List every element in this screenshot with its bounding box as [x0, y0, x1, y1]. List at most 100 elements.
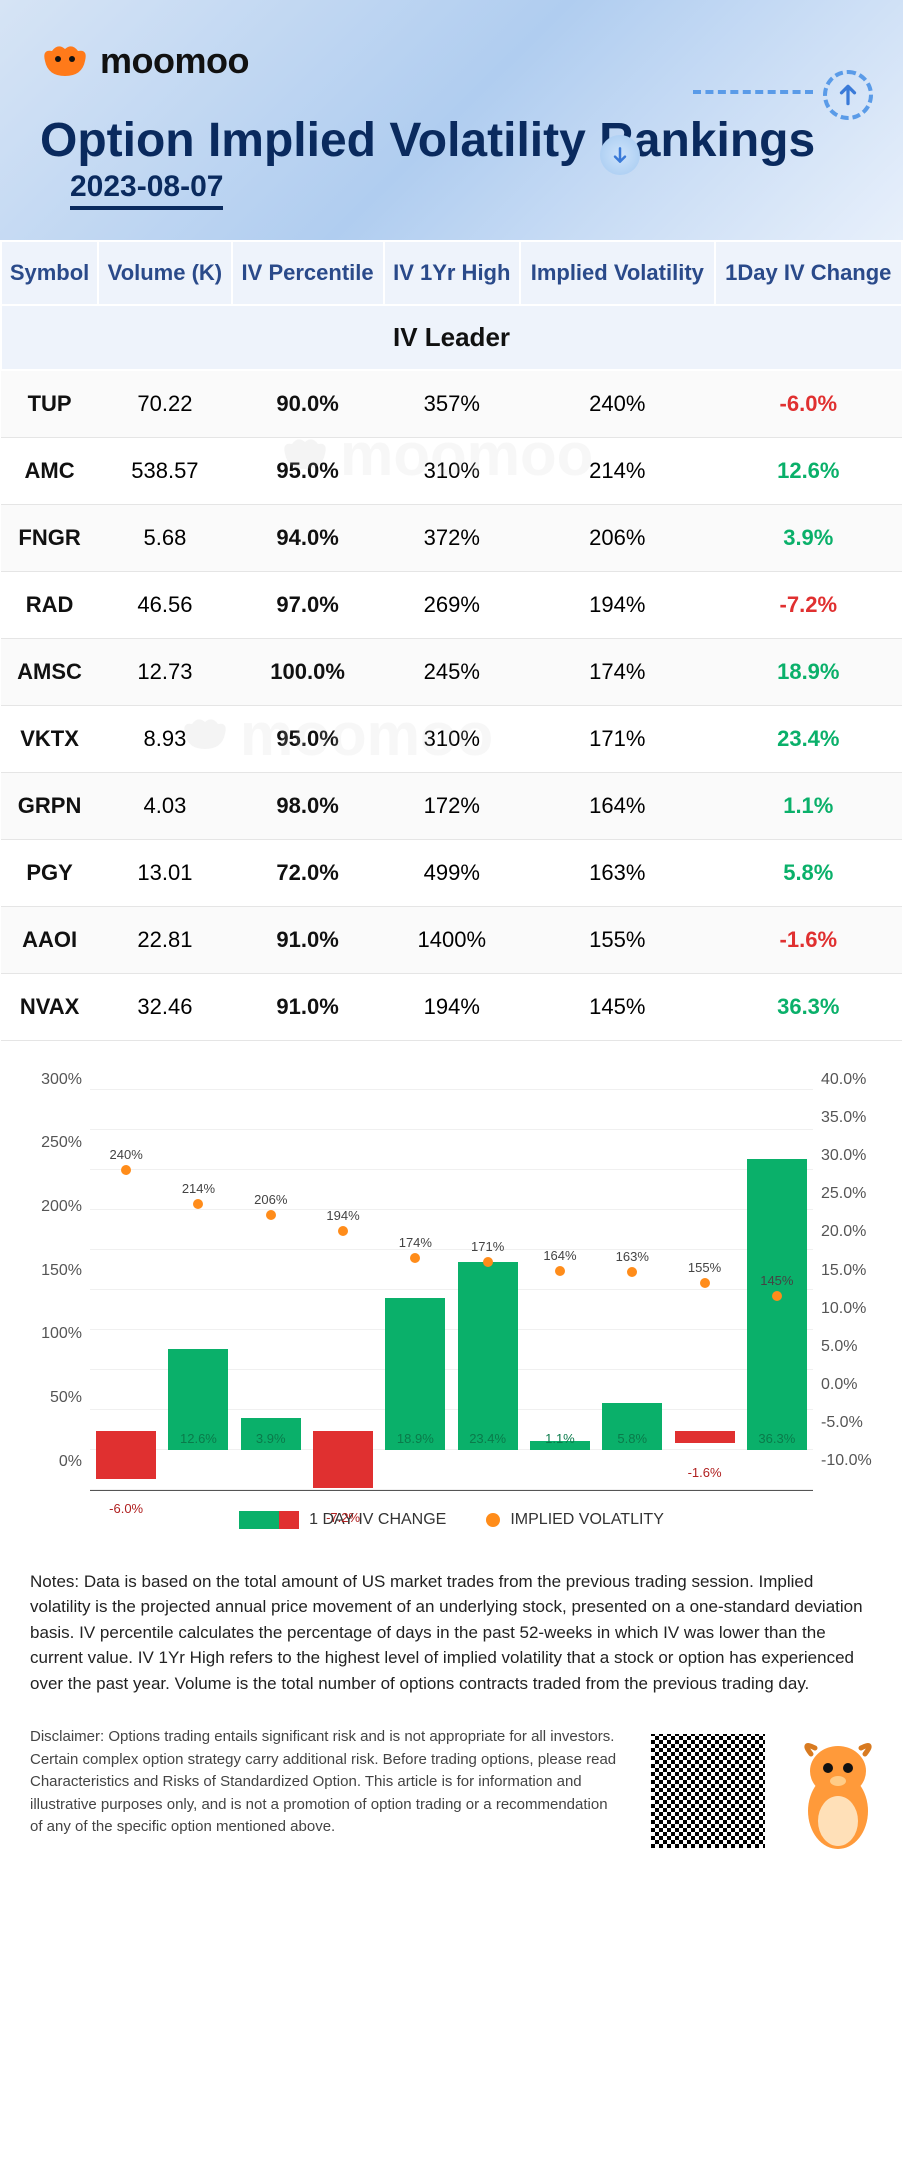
cell-iv: 163%: [520, 839, 715, 906]
brand-logo: moomoo: [40, 40, 863, 82]
cell-volume: 538.57: [98, 437, 232, 504]
col-change: 1Day IV Change: [715, 241, 902, 305]
chart-bar: [96, 1431, 156, 1479]
bar-value-label: -1.6%: [675, 1465, 735, 1480]
chart-marker: [266, 1210, 276, 1220]
chart-bar: [385, 1298, 445, 1449]
decorative-dash-line: [693, 90, 813, 94]
chart-marker: [700, 1278, 710, 1288]
chart-bar: [675, 1431, 735, 1444]
cell-change: 23.4%: [715, 705, 902, 772]
cell-volume: 5.68: [98, 504, 232, 571]
cell-symbol: NVAX: [1, 973, 98, 1040]
cell-volume: 13.01: [98, 839, 232, 906]
marker-value-label: 171%: [471, 1239, 504, 1254]
bar-value-label: 18.9%: [385, 1431, 445, 1446]
cell-iv: 174%: [520, 638, 715, 705]
chart-bar: [313, 1431, 373, 1489]
chart-marker: [555, 1266, 565, 1276]
grid-line: [90, 1129, 813, 1130]
grid-line: [90, 1169, 813, 1170]
legend-marker: IMPLIED VOLATLITY: [486, 1511, 664, 1529]
section-header-row: IV Leader: [1, 305, 902, 370]
y-right-tick: 15.0%: [821, 1262, 883, 1280]
y-right-tick: 30.0%: [821, 1147, 883, 1165]
table-row: PGY13.0172.0%499%163%5.8%: [1, 839, 902, 906]
marker-value-label: 164%: [543, 1248, 576, 1263]
chart-bar: [458, 1262, 518, 1449]
chart-section: 300%250%200%150%100%50%0% -6.0%240%12.6%…: [0, 1041, 903, 1559]
footer-row: Disclaimer: Options trading entails sign…: [0, 1716, 903, 1896]
cell-symbol: GRPN: [1, 772, 98, 839]
table-row: AAOI22.8191.0%1400%155%-1.6%: [1, 906, 902, 973]
cell-iv: 240%: [520, 370, 715, 438]
chart-marker: [410, 1253, 420, 1263]
grid-line: [90, 1289, 813, 1290]
cell-change: -1.6%: [715, 906, 902, 973]
marker-value-label: 206%: [254, 1192, 287, 1207]
marker-value-label: 194%: [326, 1208, 359, 1223]
cell-symbol: AAOI: [1, 906, 98, 973]
cell-symbol: RAD: [1, 571, 98, 638]
date-badge: 2023-08-07: [70, 170, 223, 210]
dot-swatch: [486, 1513, 500, 1527]
notes-text: Notes: Data is based on the total amount…: [0, 1559, 903, 1717]
cell-iv-pct: 94.0%: [232, 504, 384, 571]
y-left-tick: 200%: [20, 1198, 82, 1216]
cell-iv-high: 357%: [384, 370, 521, 438]
cell-change: 12.6%: [715, 437, 902, 504]
chart-marker: [338, 1226, 348, 1236]
bar-value-label: 36.3%: [747, 1431, 807, 1446]
cell-symbol: TUP: [1, 370, 98, 438]
cell-change: 18.9%: [715, 638, 902, 705]
y-right-tick: 40.0%: [821, 1071, 883, 1089]
cell-change: 36.3%: [715, 973, 902, 1040]
cell-iv-high: 1400%: [384, 906, 521, 973]
cell-iv-high: 310%: [384, 437, 521, 504]
cell-volume: 8.93: [98, 705, 232, 772]
cell-iv: 194%: [520, 571, 715, 638]
cell-iv-pct: 95.0%: [232, 437, 384, 504]
cell-iv-pct: 100.0%: [232, 638, 384, 705]
bar-value-label: 5.8%: [602, 1431, 662, 1446]
cell-volume: 32.46: [98, 973, 232, 1040]
y-right-tick: 20.0%: [821, 1223, 883, 1241]
y-right-tick: 35.0%: [821, 1109, 883, 1127]
table-row: AMC538.5795.0%310%214%12.6%: [1, 437, 902, 504]
col-volume: Volume (K): [98, 241, 232, 305]
bar-value-label: 12.6%: [168, 1431, 228, 1446]
y-left-tick: 300%: [20, 1071, 82, 1089]
cell-change: 1.1%: [715, 772, 902, 839]
table-row: VKTX8.9395.0%310%171%23.4%: [1, 705, 902, 772]
marker-value-label: 163%: [616, 1249, 649, 1264]
marker-value-label: 174%: [399, 1235, 432, 1250]
bar-value-label: -7.2%: [313, 1510, 373, 1525]
cell-volume: 22.81: [98, 906, 232, 973]
grid-line: [90, 1249, 813, 1250]
cell-iv: 155%: [520, 906, 715, 973]
cell-volume: 70.22: [98, 370, 232, 438]
cell-iv: 164%: [520, 772, 715, 839]
cell-symbol: PGY: [1, 839, 98, 906]
y-left-tick: 150%: [20, 1262, 82, 1280]
qr-code: [643, 1726, 773, 1856]
table-header-row: Symbol Volume (K) IV Percentile IV 1Yr H…: [1, 241, 902, 305]
cell-symbol: FNGR: [1, 504, 98, 571]
col-implied-vol: Implied Volatility: [520, 241, 715, 305]
cell-iv-pct: 97.0%: [232, 571, 384, 638]
cell-iv-high: 310%: [384, 705, 521, 772]
cell-change: -6.0%: [715, 370, 902, 438]
legend-marker-label: IMPLIED VOLATLITY: [510, 1511, 664, 1529]
bar-swatch: [239, 1511, 299, 1529]
bar-value-label: -6.0%: [96, 1501, 156, 1516]
marker-value-label: 214%: [182, 1181, 215, 1196]
cell-change: 5.8%: [715, 839, 902, 906]
cell-iv: 171%: [520, 705, 715, 772]
cell-iv: 145%: [520, 973, 715, 1040]
cell-iv-high: 269%: [384, 571, 521, 638]
col-iv-high: IV 1Yr High: [384, 241, 521, 305]
cell-iv-high: 499%: [384, 839, 521, 906]
col-symbol: Symbol: [1, 241, 98, 305]
table-row: GRPN4.0398.0%172%164%1.1%: [1, 772, 902, 839]
cell-iv-pct: 98.0%: [232, 772, 384, 839]
